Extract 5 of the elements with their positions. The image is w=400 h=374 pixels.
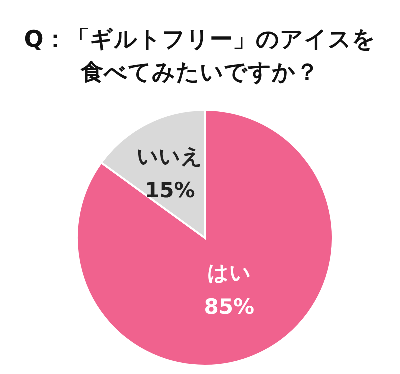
slice-label: いいえ <box>137 144 204 169</box>
slice-label: はい <box>207 260 252 285</box>
data-label: 85% <box>204 294 255 319</box>
data-label: 15% <box>145 178 196 203</box>
chart-title: Q：「ギルトフリー」のアイスを食べてみたいですか？ <box>24 26 376 88</box>
